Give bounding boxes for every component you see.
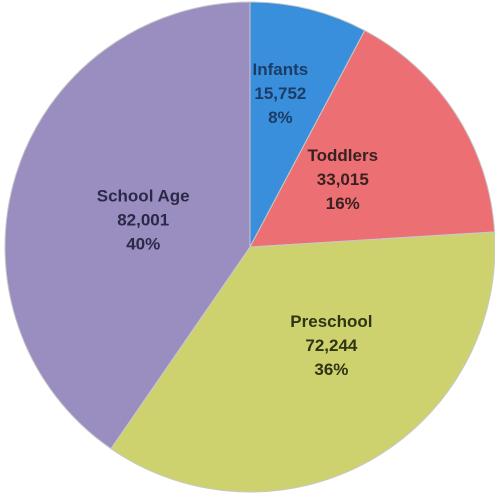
slice-value: 15,752: [254, 84, 306, 103]
slice-percent: 36%: [314, 360, 348, 379]
slice-name: Toddlers: [308, 146, 379, 165]
slice-value: 33,015: [317, 170, 369, 189]
pie-slice-toddlers: [249, 29, 495, 248]
pie-slices: [4, 1, 495, 493]
slice-percent: 40%: [126, 235, 160, 254]
pie-slice-school-age: [4, 1, 251, 450]
slice-label-toddlers: Toddlers 33,015 16%: [308, 146, 379, 213]
slice-percent: 16%: [326, 194, 360, 213]
slice-name: Infants: [253, 60, 309, 79]
slice-value: 82,001: [117, 211, 169, 230]
slice-value: 72,244: [305, 336, 358, 355]
slice-label-infants: Infants 15,752 8%: [253, 60, 309, 127]
slice-label-school-age: School Age 82,001 40%: [97, 187, 190, 254]
slice-label-preschool: Preschool 72,244 36%: [290, 312, 372, 379]
slice-percent: 8%: [268, 108, 293, 127]
pie-labels: Infants 15,752 8% Toddlers 33,015 16% Preschoo…: [97, 60, 378, 379]
slice-name: School Age: [97, 187, 190, 206]
pie-slice-preschool: [110, 231, 495, 493]
pie-slice-infants: [249, 1, 366, 248]
slice-name: Preschool: [290, 312, 372, 331]
